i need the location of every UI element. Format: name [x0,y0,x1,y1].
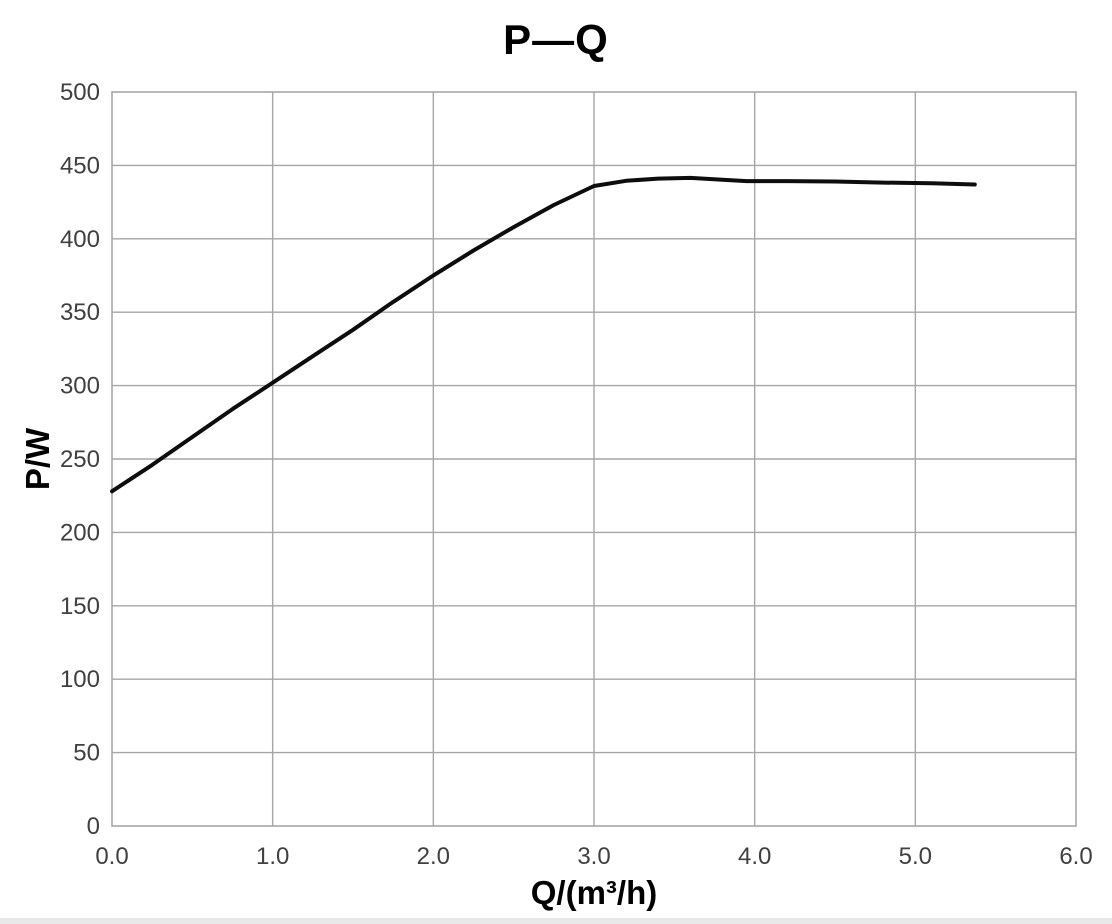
pq-curve [110,175,977,494]
chart-title: P—Q [503,16,609,63]
x-axis-title: Q/(m³/h) [530,874,658,911]
y-tick-label: 450 [60,152,100,179]
y-tick-label: 0 [87,813,100,840]
x-tick-label: 0.0 [95,843,128,870]
y-tick-label: 250 [60,446,100,473]
y-tick-label: 100 [60,666,100,693]
x-tick-label: 4.0 [738,843,771,870]
y-tick-label: 400 [60,226,100,253]
y-tick-label: 200 [60,519,100,546]
x-tick-label: 6.0 [1059,843,1092,870]
y-tick-label: 150 [60,593,100,620]
y-tick-label: 500 [60,79,100,106]
x-tick-label: 5.0 [899,843,932,870]
plot-border [111,91,1077,827]
x-tick-label: 2.0 [417,843,450,870]
x-tick-label: 1.0 [256,843,289,870]
y-tick-label: 300 [60,373,100,400]
y-tick-label: 350 [60,299,100,326]
y-tick-label: 50 [73,740,100,767]
window-bottom-edge [0,918,1112,924]
x-tick-label: 3.0 [577,843,610,870]
